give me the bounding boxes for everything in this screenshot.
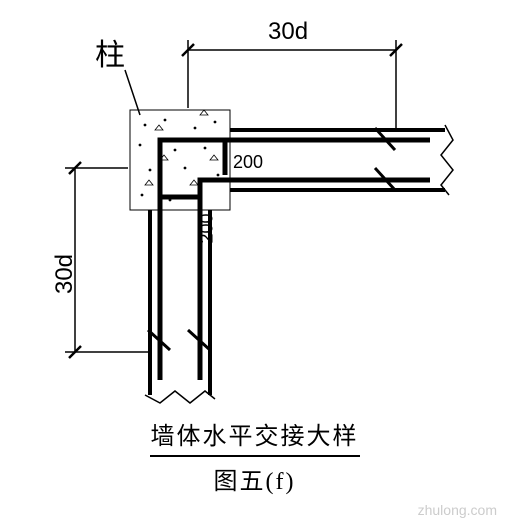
rebar-bars: [160, 140, 430, 380]
title-main: 墙体水平交接大样: [0, 416, 509, 451]
dimension-top: [182, 40, 402, 128]
dimension-200-v: 200: [197, 213, 218, 243]
title-underline: [150, 455, 360, 457]
dimension-top-text: 30d: [268, 18, 308, 46]
dimension-left-text: 30d: [51, 254, 79, 294]
watermark: zhulong.com: [418, 502, 497, 518]
column-label: 柱: [95, 30, 125, 74]
dimension-200-h: 200: [233, 152, 263, 173]
rebar-ticks: [148, 128, 395, 350]
column-leader: [125, 70, 140, 115]
title-sub: 图五(f): [0, 461, 509, 496]
wall-right: [230, 125, 453, 195]
title-block: 墙体水平交接大样 图五(f): [0, 416, 509, 496]
